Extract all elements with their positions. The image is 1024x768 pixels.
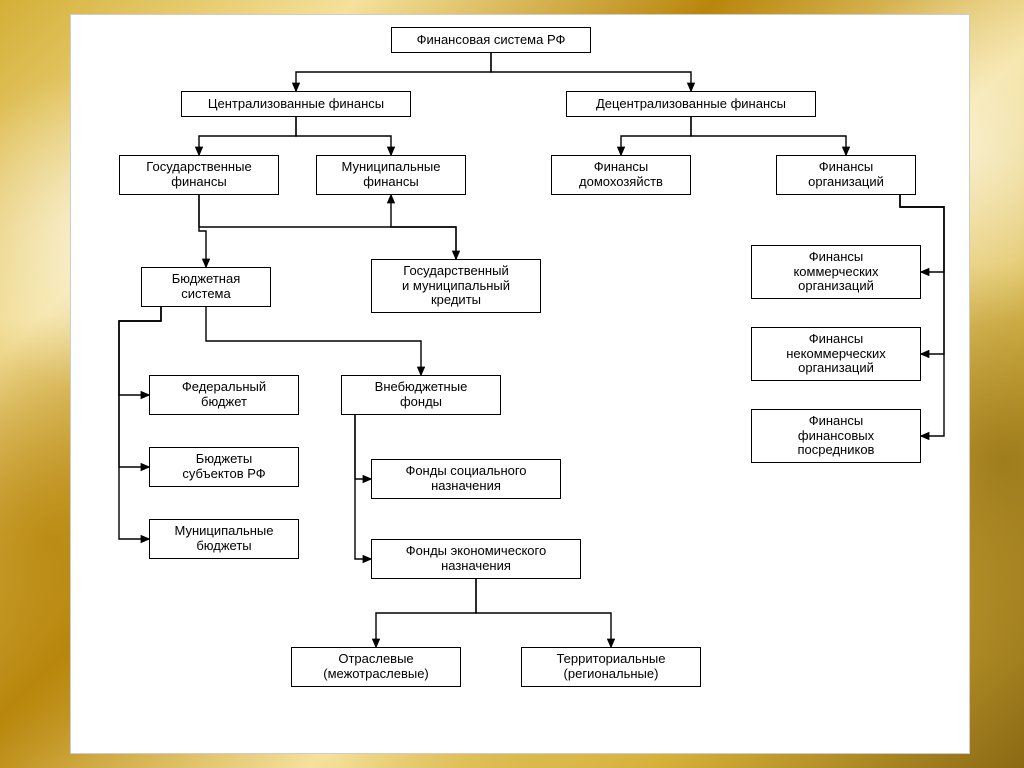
node-org_fin: Финансыорганизаций bbox=[776, 155, 916, 195]
financial-system-diagram: Финансовая система РФ Централизованные фи… bbox=[70, 14, 970, 754]
node-mun_budget: Муниципальныебюджеты bbox=[149, 519, 299, 559]
node-budget_sys: Бюджетнаясистема bbox=[141, 267, 271, 307]
node-root: Финансовая система РФ bbox=[391, 27, 591, 53]
node-branch: Отраслевые(межотраслевые) bbox=[291, 647, 461, 687]
node-gov_fin: Государственныефинансы bbox=[119, 155, 279, 195]
node-decentral: Децентрализованные финансы bbox=[566, 91, 816, 117]
node-econ_funds: Фонды экономическогоназначения bbox=[371, 539, 581, 579]
node-extrabudget: Внебюджетныефонды bbox=[341, 375, 501, 415]
node-soc_funds: Фонды социальногоназначения bbox=[371, 459, 561, 499]
node-house_fin: Финансыдомохозяйств bbox=[551, 155, 691, 195]
node-fin_interm: Финансыфинансовыхпосредников bbox=[751, 409, 921, 463]
node-subj_budget: Бюджетысубъектов РФ bbox=[149, 447, 299, 487]
node-fed_budget: Федеральныйбюджет bbox=[149, 375, 299, 415]
node-fin_noncomm: Финансынекоммерческихорганизаций bbox=[751, 327, 921, 381]
node-central: Централизованные финансы bbox=[181, 91, 411, 117]
node-fin_comm: Финансыкоммерческихорганизаций bbox=[751, 245, 921, 299]
node-mun_fin: Муниципальныефинансы bbox=[316, 155, 466, 195]
node-territ: Территориальные(региональные) bbox=[521, 647, 701, 687]
node-gov_mun_cr: Государственныйи муниципальныйкредиты bbox=[371, 259, 541, 313]
